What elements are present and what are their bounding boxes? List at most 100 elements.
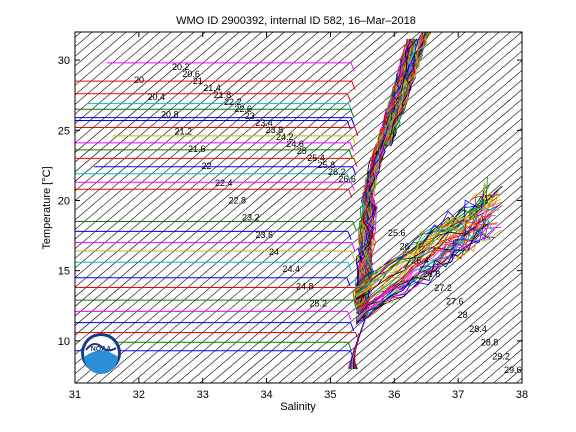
x-tick-label: 38 — [516, 389, 528, 401]
density-contour-line — [75, 32, 466, 365]
density-contour-line — [75, 32, 206, 144]
density-contour-line — [75, 32, 229, 163]
density-contour-line — [75, 32, 478, 375]
x-tick-label: 32 — [133, 389, 145, 401]
profile-line — [387, 32, 428, 146]
profile-line — [75, 277, 351, 287]
profile-line — [355, 186, 503, 286]
density-label: 28.4 — [469, 324, 487, 334]
density-contour-line — [75, 32, 421, 327]
x-tick-label: 34 — [260, 389, 272, 401]
density-contour-line — [75, 32, 455, 355]
density-label: 22.6 — [234, 104, 252, 114]
density-contour-line — [289, 185, 522, 383]
density-contour-line — [154, 69, 522, 383]
density-label: 24.2 — [276, 132, 294, 142]
density-contour-line — [75, 32, 410, 317]
density-contour-line — [334, 223, 522, 383]
density-label: 24.8 — [296, 281, 314, 291]
y-tick-label: 25 — [58, 125, 70, 137]
density-label: 20 — [134, 75, 144, 85]
density-contour-line — [75, 32, 297, 221]
density-contour-line — [165, 79, 522, 383]
profile-line — [75, 242, 356, 252]
density-contour-line — [221, 127, 522, 383]
profile-line — [355, 185, 502, 298]
density-contour-line — [413, 291, 522, 383]
density-label: 25.8 — [318, 160, 336, 170]
density-label: 20.2 — [172, 62, 190, 72]
profile-line — [355, 198, 502, 297]
density-contour-line — [187, 98, 522, 383]
profile-line — [75, 157, 358, 167]
chart-title: WMO ID 2900392, internal ID 582, 16–Mar–… — [176, 15, 416, 27]
density-contour-line — [75, 32, 387, 298]
profile-line — [385, 32, 430, 145]
y-tick-label: 30 — [58, 55, 70, 67]
profile-line — [355, 217, 487, 325]
profile-line — [75, 80, 356, 90]
ts-profiles — [75, 32, 503, 370]
density-contour-line — [402, 281, 522, 383]
profile-line — [355, 222, 491, 319]
profile-line — [355, 226, 496, 321]
x-tick-label: 35 — [324, 389, 336, 401]
density-contour-line — [323, 214, 522, 383]
profile-line — [106, 341, 352, 351]
density-contour-line — [75, 32, 353, 269]
density-label: 23.2 — [242, 213, 260, 223]
density-contour-line — [75, 32, 319, 240]
y-tick-label: 20 — [58, 195, 70, 207]
density-contour-line — [176, 89, 522, 383]
profile-line — [75, 119, 351, 130]
density-label: 28.8 — [481, 338, 499, 348]
density-contour-line — [199, 108, 522, 383]
profile-line — [355, 223, 488, 325]
density-contour-line — [75, 32, 218, 153]
density-label: 22.2 — [224, 97, 242, 107]
density-contour-line — [75, 32, 342, 259]
density-contour-line — [75, 32, 331, 250]
density-contour-line — [233, 137, 522, 383]
profile-line — [355, 223, 498, 323]
density-contour-line — [75, 32, 150, 96]
profile-line — [75, 230, 352, 240]
profile-line — [75, 250, 355, 260]
density-contour-line — [380, 262, 522, 383]
density-label: 21 — [193, 76, 203, 86]
density-label: 29.6 — [504, 365, 522, 375]
density-label: 22.4 — [215, 178, 233, 188]
x-axis: 31 32 33 34 35 36 37 38 — [69, 32, 528, 401]
density-contour-line — [357, 242, 522, 383]
density-contour-line — [425, 300, 522, 383]
density-label: 25.2 — [310, 299, 328, 309]
density-contour-line — [75, 32, 285, 211]
density-contour-line — [244, 146, 522, 383]
density-contour-line — [300, 194, 522, 383]
profile-line — [75, 181, 355, 191]
density-label: 24 — [269, 247, 279, 257]
profile-line — [355, 193, 499, 310]
profile-line — [355, 194, 498, 293]
density-label: 23 — [245, 111, 255, 121]
density-contour-line — [75, 32, 184, 125]
density-contour-line — [267, 166, 522, 383]
density-label: 24.6 — [286, 139, 304, 149]
profile-line — [75, 261, 352, 271]
density-contour-line — [75, 32, 240, 173]
profile-line — [75, 117, 355, 127]
density-label: 20.4 — [148, 92, 166, 102]
y-tick-label: 10 — [58, 336, 70, 348]
profile-line — [106, 62, 355, 72]
profile-line — [75, 322, 355, 332]
profile-line — [75, 126, 359, 137]
density-label: 23.6 — [256, 230, 274, 240]
density-label: 29.2 — [492, 351, 510, 361]
density-label: 21.2 — [175, 127, 193, 137]
density-label: 26.4 — [411, 255, 429, 265]
density-label: 26.2 — [328, 167, 346, 177]
x-tick-label: 36 — [388, 389, 400, 401]
y-tick-label: 15 — [58, 266, 70, 278]
density-contour-line — [210, 117, 522, 383]
